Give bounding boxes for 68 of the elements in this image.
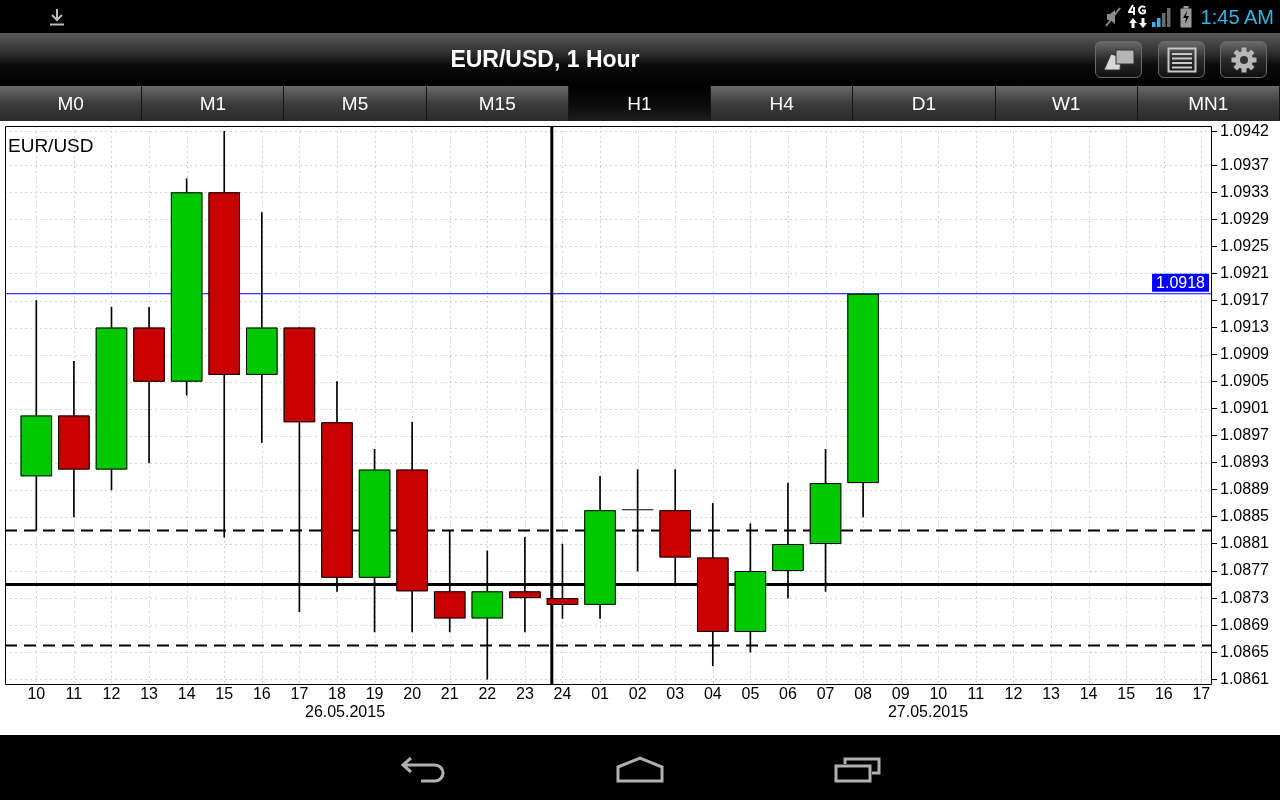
y-tick-label: 1.0869 bbox=[1220, 615, 1270, 633]
text: 27.05.2015 bbox=[887, 703, 969, 721]
x-tick-label: 23 bbox=[515, 685, 534, 703]
timeframe-tab: M15 bbox=[426, 86, 569, 121]
ref-line-label: 1.0918 bbox=[1156, 273, 1206, 291]
x-tick-label: 08 bbox=[854, 685, 873, 703]
y-tick-label: 1.0881 bbox=[1220, 534, 1270, 552]
y-tick-label: 1.0901 bbox=[1220, 399, 1270, 417]
timeframe-tab: W1 bbox=[995, 86, 1138, 121]
chart-title: EUR/USD, 1 Hour bbox=[449, 45, 641, 74]
x-tick-label: 11 bbox=[967, 685, 985, 703]
x-tick-label: 16 bbox=[1154, 685, 1173, 703]
y-tick-label: 1.0897 bbox=[1220, 426, 1270, 444]
y-tick-label: 1.0921 bbox=[1220, 263, 1270, 281]
timeframe-tab: H1 bbox=[568, 86, 712, 121]
y-tick-label: 1.0929 bbox=[1220, 209, 1270, 227]
y-tick-label: 1.0909 bbox=[1220, 345, 1270, 363]
x-tick-label: 18 bbox=[328, 685, 346, 703]
x-tick-label: 09 bbox=[891, 685, 910, 703]
x-tick-label: 05 bbox=[741, 685, 760, 703]
x-tick-label: 15 bbox=[1117, 685, 1136, 703]
x-tick-label: 12 bbox=[1004, 685, 1023, 703]
x-tick-label: 13 bbox=[1042, 685, 1061, 703]
y-tick-label: 1.0917 bbox=[1220, 290, 1270, 308]
x-tick-label: 07 bbox=[816, 685, 835, 703]
x-tick-label: 22 bbox=[478, 685, 497, 703]
y-tick-label: 1.0861 bbox=[1220, 669, 1270, 687]
x-tick-label: 10 bbox=[27, 685, 46, 703]
x-tick-label: 20 bbox=[403, 685, 422, 703]
x-tick-label: 16 bbox=[252, 685, 271, 703]
x-tick-label: 02 bbox=[628, 685, 647, 703]
text: 26.05.2015 bbox=[304, 703, 386, 721]
x-tick-label: 06 bbox=[779, 685, 797, 703]
x-tick-label: 12 bbox=[102, 685, 121, 703]
x-tick-label: 14 bbox=[1079, 685, 1098, 703]
timeframe-tab: D1 bbox=[853, 86, 996, 121]
timeframe-tab: M5 bbox=[284, 86, 427, 121]
x-tick-label: 24 bbox=[553, 685, 572, 703]
y-tick-label: 1.0893 bbox=[1220, 453, 1270, 471]
x-tick-label: 17 bbox=[1192, 685, 1211, 703]
timeframe-tab: H4 bbox=[711, 86, 854, 121]
y-tick-label: 1.0937 bbox=[1220, 155, 1270, 173]
y-tick-label: 1.0873 bbox=[1220, 588, 1270, 606]
x-tick-label: 19 bbox=[365, 685, 384, 703]
text: EUR/USD bbox=[8, 134, 94, 156]
y-tick-label: 1.0942 bbox=[1220, 121, 1270, 139]
y-tick-label: 1.0905 bbox=[1220, 372, 1270, 390]
x-tick-label: 11 bbox=[65, 685, 83, 703]
timeframe-tab: M0 bbox=[0, 86, 143, 121]
x-tick-label: 04 bbox=[703, 685, 722, 703]
x-tick-label: 21 bbox=[440, 685, 459, 703]
x-tick-label: 01 bbox=[591, 685, 610, 703]
y-tick-label: 1.0913 bbox=[1220, 317, 1270, 335]
timeframe-tab: M1 bbox=[142, 86, 285, 121]
x-tick-label: 13 bbox=[140, 685, 159, 703]
x-tick-label: 15 bbox=[215, 685, 234, 703]
y-tick-label: 1.0877 bbox=[1220, 561, 1270, 579]
x-tick-label: 17 bbox=[290, 685, 309, 703]
y-tick-label: 1.0865 bbox=[1220, 642, 1270, 660]
y-tick-label: 1.0885 bbox=[1220, 507, 1270, 525]
x-tick-label: 14 bbox=[177, 685, 196, 703]
x-tick-label: 03 bbox=[666, 685, 685, 703]
y-tick-label: 1.0889 bbox=[1220, 480, 1270, 498]
timeframe-tab: MN1 bbox=[1137, 86, 1280, 121]
text: 1:45 AM bbox=[1200, 5, 1274, 30]
x-tick-label: 10 bbox=[929, 685, 948, 703]
y-tick-label: 1.0933 bbox=[1220, 182, 1270, 200]
y-tick-label: 1.0925 bbox=[1220, 236, 1270, 254]
